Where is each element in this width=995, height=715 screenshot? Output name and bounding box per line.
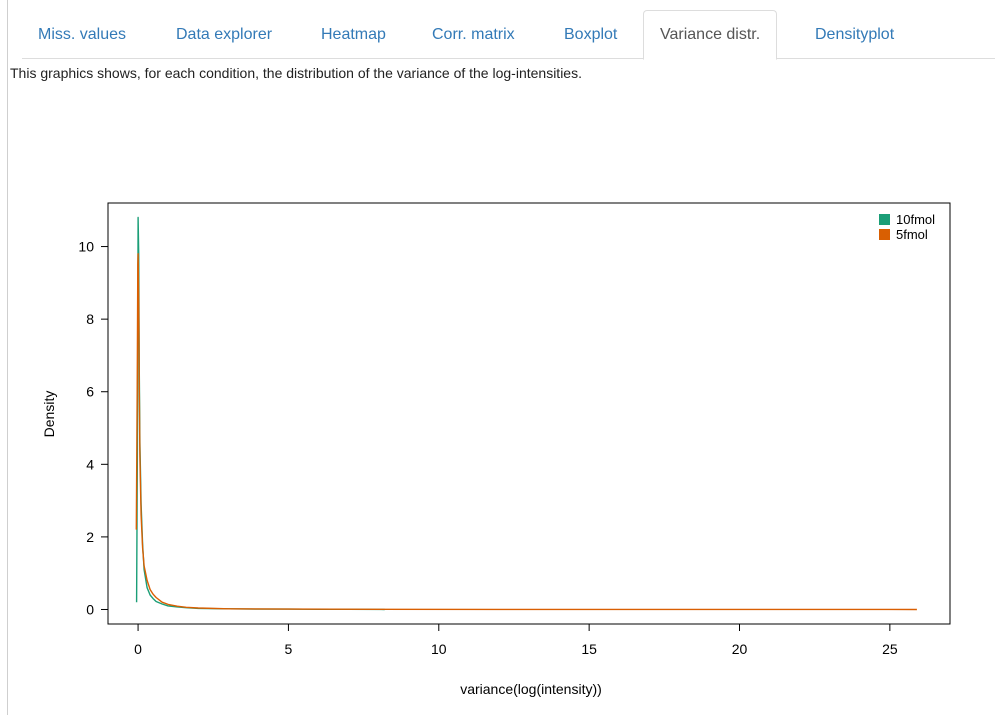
x-tick-label: 15 bbox=[581, 641, 597, 657]
tab-heatmap[interactable]: Heatmap bbox=[321, 26, 386, 43]
tab-boxplot[interactable]: Boxplot bbox=[564, 26, 618, 43]
tab-variance-distr[interactable]: Variance distr. bbox=[643, 10, 778, 60]
series-line-10fmol bbox=[135, 216, 385, 611]
tab-description: This graphics shows, for each condition,… bbox=[10, 65, 582, 81]
plot-frame bbox=[107, 202, 951, 625]
y-tick-label: 4 bbox=[86, 456, 94, 472]
series-line-5fmol bbox=[135, 253, 917, 611]
y-tick-label: 0 bbox=[86, 601, 94, 617]
x-axis-label: variance(log(intensity)) bbox=[460, 681, 602, 697]
axis-ticks: 0 5 10 15 20 25 0 2 4 6 8 10 bbox=[78, 239, 897, 657]
legend-swatch-5fmol bbox=[879, 229, 890, 240]
y-tick-label: 10 bbox=[78, 239, 94, 255]
x-tick-label: 10 bbox=[431, 641, 447, 657]
chart-series bbox=[135, 216, 917, 611]
x-tick-label: 5 bbox=[285, 641, 293, 657]
y-tick-label: 8 bbox=[86, 311, 94, 327]
x-tick-label: 20 bbox=[732, 641, 748, 657]
legend-label-5fmol: 5fmol bbox=[896, 227, 928, 242]
page-left-border bbox=[7, 0, 8, 715]
tab-densityplot[interactable]: Densityplot bbox=[815, 26, 895, 43]
tab-miss-values[interactable]: Miss. values bbox=[38, 26, 127, 43]
y-tick-label: 6 bbox=[86, 384, 94, 400]
tab-data-explorer[interactable]: Data explorer bbox=[176, 26, 273, 43]
tab-corr-matrix[interactable]: Corr. matrix bbox=[432, 26, 515, 43]
x-tick-label: 25 bbox=[882, 641, 898, 657]
tab-bar: Miss. values Data explorer Heatmap Corr.… bbox=[22, 10, 995, 60]
x-tick-label: 0 bbox=[134, 641, 142, 657]
legend-swatch-10fmol bbox=[879, 214, 890, 225]
y-tick-label: 2 bbox=[86, 529, 94, 545]
legend-label-10fmol: 10fmol bbox=[896, 212, 935, 227]
y-axis-label: Density bbox=[41, 391, 57, 438]
